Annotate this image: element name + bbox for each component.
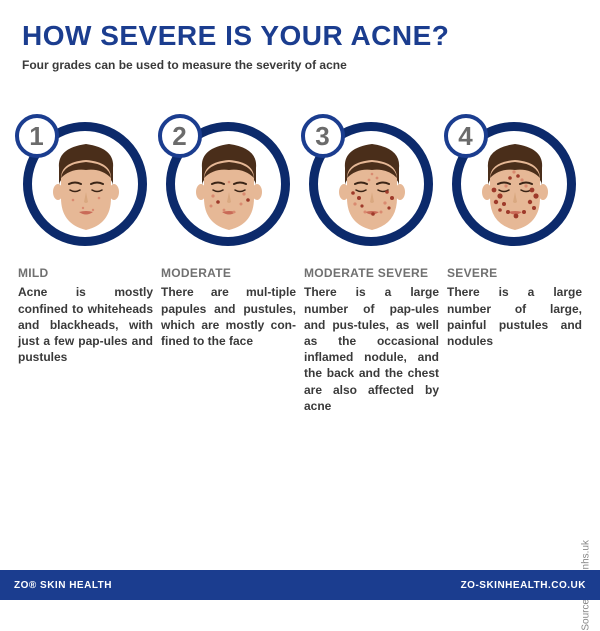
grade-column: 2 MODERATE There are mul-tiple papules a… [161,120,296,414]
grade-label: MODERATE SEVERE [304,266,439,280]
grade-illustration: 1 [21,120,151,250]
grade-badge: 4 [444,114,488,158]
grade-badge: 2 [158,114,202,158]
page-subtitle: Four grades can be used to measure the s… [22,58,578,72]
header: HOW SEVERE IS YOUR ACNE? Four grades can… [0,0,600,80]
face-icon [329,138,415,238]
footer-url: ZO-SKINHEALTH.CO.UK [461,580,586,591]
grade-desc: There is a large number of large, painfu… [447,284,582,349]
grade-label: MODERATE [161,266,296,280]
footer-logo: ZO® SKIN HEALTH [14,580,112,591]
grade-badge: 1 [15,114,59,158]
grades-row: 1 MILD Acne is mostly confined to whiteh… [0,80,600,414]
grade-desc: There are mul-tiple papules and pustules… [161,284,296,349]
grade-label: MILD [18,266,153,280]
face-icon [186,138,272,238]
grade-column: 1 MILD Acne is mostly confined to whiteh… [18,120,153,414]
grade-column: 3 MODERATE SEVERE There is a large numbe… [304,120,439,414]
grade-badge: 3 [301,114,345,158]
face-icon [472,138,558,238]
grade-label: SEVERE [447,266,582,280]
footer: ZO® SKIN HEALTH ZO-SKINHEALTH.CO.UK [0,570,600,600]
page-title: HOW SEVERE IS YOUR ACNE? [22,20,578,52]
grade-illustration: 4 [450,120,580,250]
grade-number: 2 [172,121,186,152]
grade-desc: Acne is mostly confined to whiteheads an… [18,284,153,365]
grade-illustration: 2 [164,120,294,250]
grade-desc: There is a large number of pap-ules and … [304,284,439,414]
face-icon [43,138,129,238]
grade-number: 1 [29,121,43,152]
grade-number: 4 [458,121,472,152]
grade-illustration: 3 [307,120,437,250]
grade-number: 3 [315,121,329,152]
grade-column: 4 SEVERE There is a large number of larg… [447,120,582,414]
